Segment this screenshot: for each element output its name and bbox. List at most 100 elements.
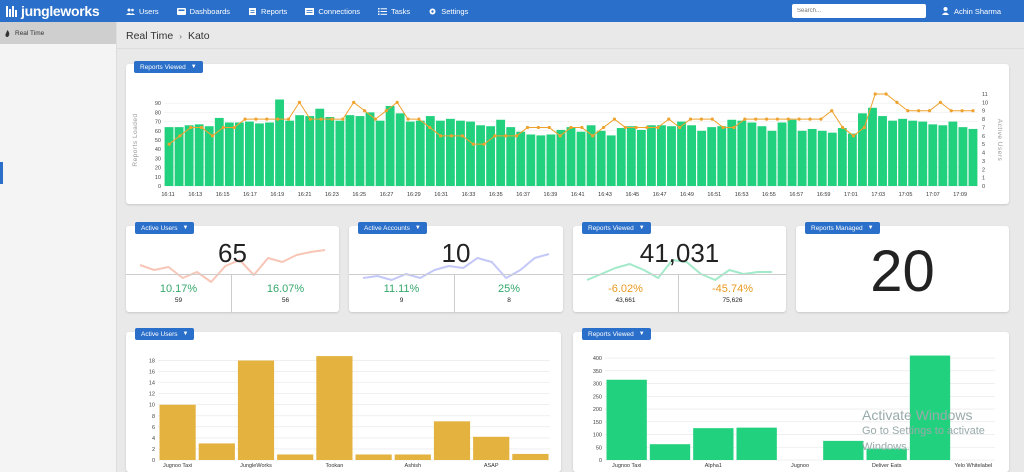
kpi-change-sub: 59	[174, 297, 183, 304]
bar	[255, 123, 264, 186]
fire-icon	[5, 29, 10, 37]
bar	[194, 124, 204, 186]
y-tick-label: 150	[593, 420, 602, 426]
y2-tick-label: 11	[982, 92, 988, 98]
y-tick-label: 10	[155, 175, 161, 181]
connections-icon	[305, 7, 315, 15]
bar	[285, 120, 295, 186]
bar	[355, 116, 365, 186]
bar	[546, 134, 556, 186]
line-point	[460, 134, 464, 138]
line-point	[395, 100, 399, 104]
kpi-reports-viewed-dropdown[interactable]: Reports Viewed ▼	[582, 222, 651, 234]
bottom-left-dropdown[interactable]: Active Users ▼	[135, 328, 195, 340]
x-tick-label: 16:21	[298, 192, 312, 198]
kpi-active-users-split: 10.17% 59 16.07% 56	[126, 274, 339, 313]
line-point	[210, 134, 215, 138]
bar	[878, 116, 887, 186]
main-chart-dropdown[interactable]: Reports Viewed ▼	[134, 61, 203, 73]
bar	[277, 454, 314, 460]
x-tick-label: 16:29	[407, 192, 421, 198]
y-tick-label: 6	[152, 425, 155, 431]
line-point	[254, 117, 258, 121]
y2-axis-label: Active Users	[996, 119, 1003, 162]
nav-users-label: Users	[139, 6, 159, 16]
line-point	[373, 117, 378, 121]
x-tick-label: 16:45	[625, 192, 639, 198]
bottom-right-dropdown[interactable]: Reports Viewed ▼	[582, 328, 651, 340]
nav-dashboards[interactable]: Dashboards	[176, 7, 230, 16]
search-input[interactable]	[792, 4, 926, 18]
kpi-reports-managed-dropdown[interactable]: Reports Managed ▼	[805, 222, 880, 234]
x-tick-label: 16:27	[380, 192, 394, 198]
line-point	[743, 117, 747, 121]
x-tick-label: Alpha1	[705, 463, 722, 469]
bar	[858, 113, 867, 186]
bar	[466, 121, 475, 186]
line-point	[276, 117, 280, 121]
kpi-reports-viewed-value: 41,031	[639, 238, 720, 268]
line-point	[917, 109, 921, 113]
line-point	[895, 100, 899, 104]
kpi-active-accounts-dropdown[interactable]: Active Accounts ▼	[358, 222, 427, 234]
kpi-dropdown-label: Reports Managed	[811, 224, 863, 232]
bar	[159, 404, 196, 460]
x-tick-label: 16:15	[216, 192, 230, 198]
bar	[204, 126, 214, 186]
x-tick-label: 16:47	[653, 192, 667, 198]
nav-tasks[interactable]: Tasks	[378, 7, 410, 16]
jungleworks-logo[interactable]: jungleworks	[6, 3, 126, 19]
line-point	[167, 142, 171, 146]
line-point	[297, 100, 301, 104]
logo-text: jungleworks	[21, 3, 100, 19]
bar	[486, 126, 496, 186]
x-tick-label: 16:55	[762, 192, 776, 198]
y-axis-label: Reports Loaded	[132, 113, 139, 166]
y-tick-label: 300	[593, 382, 602, 388]
breadcrumb-root[interactable]: Real Time	[126, 30, 174, 42]
y2-tick-label: 7	[982, 125, 985, 131]
kpi-card-reports-managed	[796, 226, 1009, 312]
bar	[938, 125, 948, 186]
line-point	[580, 125, 584, 130]
caret-down-icon: ▼	[190, 64, 197, 70]
line-point	[428, 125, 432, 130]
kpi-active-users-dropdown[interactable]: Active Users ▼	[135, 222, 195, 234]
bar	[556, 129, 566, 186]
line-point	[906, 109, 910, 113]
sidebar-item-real-time[interactable]: Real Time	[0, 22, 116, 44]
bar	[667, 126, 676, 186]
y-tick-label: 12	[149, 392, 155, 398]
nav-connections[interactable]: Connections	[305, 7, 360, 16]
bar	[305, 116, 315, 186]
caret-down-icon: ▼	[867, 225, 874, 231]
breadcrumb-current: Kato	[187, 30, 210, 42]
line-point	[938, 100, 942, 104]
nav-settings[interactable]: Settings	[428, 7, 468, 16]
kpi-change-sub: 56	[281, 297, 290, 304]
line-point	[721, 125, 725, 130]
line-point	[189, 125, 193, 130]
user-menu[interactable]: Achin Sharma	[942, 0, 1001, 22]
y2-tick-label: 0	[982, 184, 985, 190]
line-point	[482, 142, 486, 146]
y-tick-label: 60	[155, 129, 161, 135]
bar	[626, 126, 636, 186]
bar	[395, 113, 405, 186]
nav-reports[interactable]: Reports	[248, 7, 287, 16]
line-point	[178, 134, 182, 138]
line-point	[200, 125, 204, 130]
x-tick-label: 17:07	[926, 192, 940, 198]
sparkline-path	[139, 249, 326, 283]
line-point	[797, 117, 801, 121]
active-users-sparkline	[139, 249, 326, 283]
user-name: Achin Sharma	[954, 6, 1002, 16]
x-tick-label: Yelo Whitelabel	[954, 463, 992, 469]
x-tick-label: 16:25	[352, 192, 366, 198]
watermark-line-1: Activate Windows	[862, 407, 973, 423]
nav-users[interactable]: Users	[126, 7, 159, 16]
bar	[823, 440, 864, 460]
bar	[687, 125, 697, 186]
y-tick-label: 50	[155, 138, 161, 144]
x-tick-label: JungleWorks	[240, 463, 272, 469]
